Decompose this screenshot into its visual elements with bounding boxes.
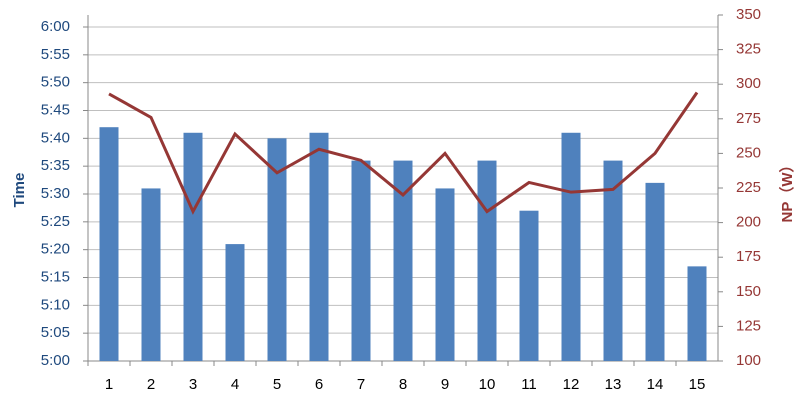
- y2-tick-label: 100: [736, 352, 761, 369]
- y2-tick-label: 300: [736, 75, 761, 92]
- bar: [645, 182, 665, 361]
- bar: [393, 160, 413, 361]
- line: [108, 91, 699, 215]
- bar: [99, 127, 119, 361]
- y2-tick-label: 175: [736, 248, 761, 265]
- x-tick-label: 11: [521, 376, 537, 393]
- x-tick-label: 8: [399, 376, 407, 393]
- y2-tick-label: 125: [736, 317, 761, 334]
- x-tick-label: 2: [147, 376, 155, 393]
- bar: [225, 244, 245, 361]
- y-tick-label: 5:30: [41, 185, 70, 202]
- bar: [141, 188, 161, 361]
- bar: [309, 132, 329, 361]
- bar: [477, 160, 497, 361]
- y-tick-label: 5:20: [41, 241, 70, 258]
- y-tick-label: 5:05: [41, 324, 70, 341]
- x-tick-label: 7: [357, 376, 365, 393]
- y-tick-label: 5:10: [41, 296, 70, 313]
- y2-tick-label: 200: [736, 214, 761, 231]
- y-tick-label: 5:35: [41, 157, 70, 174]
- bar: [519, 210, 539, 361]
- y-tick-label: 5:25: [41, 213, 70, 230]
- bar: [351, 160, 371, 361]
- x-tick-label: 4: [231, 376, 239, 393]
- y2-tick-label: 325: [736, 41, 761, 58]
- y-tick-label: 5:00: [41, 352, 70, 369]
- y2-tick-label: 250: [736, 144, 761, 161]
- bar: [435, 188, 455, 361]
- x-tick-label: 12: [563, 376, 580, 393]
- y2-tick-label: 150: [736, 283, 761, 300]
- x-tick-label: 9: [441, 376, 449, 393]
- bar: [561, 132, 581, 361]
- x-tick-label: 14: [647, 376, 664, 393]
- y2-axis-title: NP（W）: [778, 158, 796, 223]
- x-tick-label: 15: [689, 376, 706, 393]
- y-tick-label: 5:45: [41, 101, 70, 118]
- y2-tick-label: 225: [736, 179, 761, 196]
- y-tick-label: 5:50: [41, 74, 70, 91]
- y-tick-label: 5:40: [41, 129, 70, 146]
- bar: [267, 138, 287, 361]
- x-tick-label: 13: [605, 376, 622, 393]
- y-tick-label: 5:55: [41, 46, 70, 63]
- y-tick-label: 5:15: [41, 268, 70, 285]
- bar: [687, 266, 707, 361]
- x-tick-label: 1: [105, 376, 113, 393]
- x-tick-label: 5: [273, 376, 281, 393]
- bar: [603, 160, 623, 361]
- y-axis-title: Time: [11, 173, 28, 208]
- y2-tick-label: 350: [736, 6, 761, 23]
- y-tick-label: 6:00: [41, 18, 70, 35]
- x-tick-label: 6: [315, 376, 323, 393]
- x-tick-label: 3: [189, 376, 197, 393]
- bar: [183, 132, 203, 361]
- x-tick-label: 10: [479, 376, 496, 393]
- y2-tick-label: 275: [736, 110, 761, 127]
